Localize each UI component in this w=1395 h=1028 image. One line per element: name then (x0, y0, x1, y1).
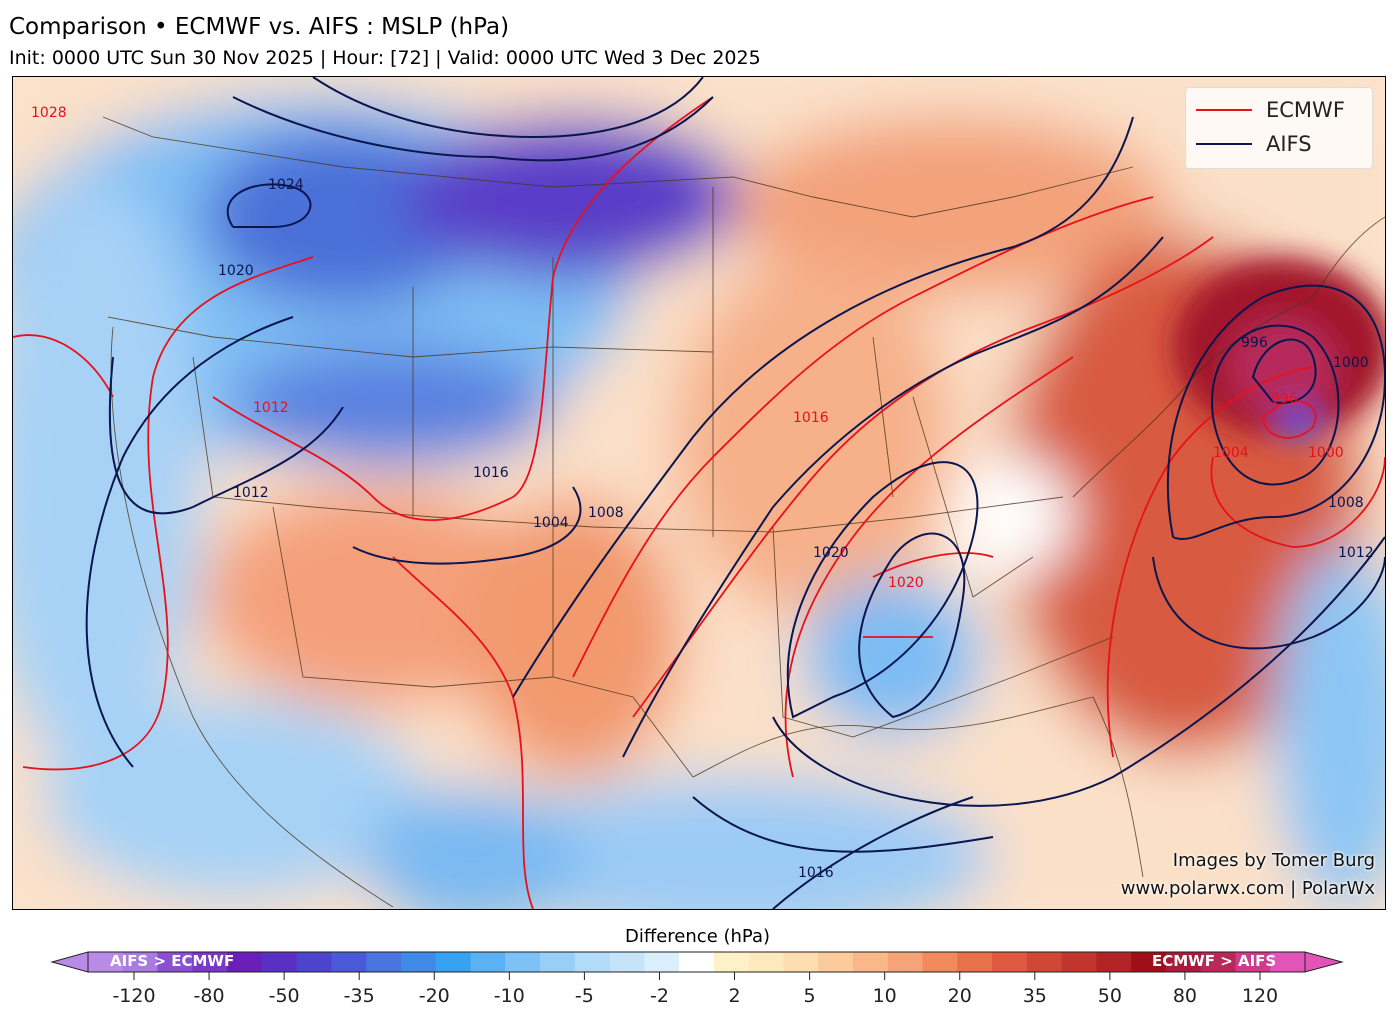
svg-text:1016: 1016 (798, 865, 834, 881)
colorbar-bin (574, 952, 611, 972)
colorbar-tick-label: -5 (574, 985, 594, 1007)
colorbar-bin (783, 952, 819, 972)
difference-field: 1024 1020 1012 1016 1008 1004 1000 996 1… (13, 77, 1385, 909)
colorbar (50, 951, 1344, 980)
colorbar-tick-label: 120 (1241, 985, 1279, 1007)
aifs-line-swatch (1196, 143, 1252, 145)
boundaries (102, 116, 1385, 908)
svg-text:1008: 1008 (1328, 495, 1364, 511)
colorbar-bin (540, 952, 576, 972)
svg-text:996: 996 (1241, 335, 1268, 351)
colorbar-bin (644, 952, 680, 972)
colorbar-bin (122, 952, 159, 972)
colorbar-tick-label: 20 (947, 985, 972, 1007)
colorbar-bin (470, 952, 506, 972)
svg-text:1024: 1024 (268, 177, 304, 193)
svg-text:996: 996 (1271, 391, 1298, 407)
colorbar-bin (1235, 952, 1271, 972)
colorbar-bin (1061, 952, 1097, 972)
svg-text:1000: 1000 (1308, 445, 1344, 461)
colorbar-tick-label: -2 (649, 985, 669, 1007)
colorbar-tick-label: 10 (872, 985, 897, 1007)
svg-text:1000: 1000 (1333, 355, 1369, 371)
credit-website: www.polarwx.com | PolarWx (1120, 878, 1375, 899)
colorbar-bin (400, 952, 437, 972)
colorbar-extend-right (1304, 951, 1344, 973)
map-legend: ECMWF AIFS (1185, 87, 1373, 169)
colorbar-title: Difference (hPa) (624, 926, 771, 947)
svg-text:1008: 1008 (588, 505, 624, 521)
colorbar-bin (887, 952, 924, 972)
page-title: Comparison • ECMWF vs. AIFS : MSLP (hPa) (9, 14, 510, 40)
contour-labels: 1024 1020 1012 1016 1008 1004 1000 996 1… (31, 105, 1374, 881)
page-subtitle: Init: 0000 UTC Sun 30 Nov 2025 | Hour: [… (9, 47, 761, 69)
colorbar-bin (748, 952, 784, 972)
legend-label: AIFS (1266, 132, 1312, 156)
svg-text:1004: 1004 (1213, 445, 1249, 461)
colorbar-tick-label: -20 (418, 985, 450, 1007)
svg-text:1012: 1012 (253, 400, 289, 416)
ecmwf-line-swatch (1196, 109, 1252, 111)
colorbar-extend-left (50, 951, 89, 973)
colorbar-bin (192, 952, 228, 972)
colorbar-bin (922, 952, 958, 972)
svg-text:1016: 1016 (793, 410, 829, 426)
colorbar-bin (227, 952, 263, 972)
colorbar-right-label: ECMWF > AIFS (1152, 952, 1277, 970)
colorbar-tick-label: -50 (268, 985, 300, 1007)
colorbar-tick-label: -10 (493, 985, 525, 1007)
legend-label: ECMWF (1266, 98, 1345, 122)
colorbar-bin (331, 952, 367, 972)
colorbar-tick-label: 2 (728, 985, 741, 1007)
colorbar-bin (261, 952, 298, 972)
colorbar-tick-label: 5 (803, 985, 816, 1007)
svg-text:1020: 1020 (888, 575, 924, 591)
colorbar-bin (1270, 952, 1306, 972)
shaded-difference (13, 77, 1385, 909)
colorbar-bin (957, 952, 993, 972)
colorbar-bin (609, 952, 645, 972)
colorbar-bin (435, 952, 471, 972)
colorbar-tick-label: 50 (1097, 985, 1122, 1007)
colorbar-bin (1096, 952, 1132, 972)
colorbar-bin (157, 952, 193, 972)
colorbar-bin (1200, 952, 1236, 972)
svg-text:1028: 1028 (31, 105, 67, 121)
colorbar-bin (818, 952, 854, 972)
colorbar-tick-label: -120 (112, 985, 156, 1007)
colorbar-bin (992, 952, 1028, 972)
colorbar-tick-label: 35 (1022, 985, 1047, 1007)
svg-text:1004: 1004 (533, 515, 569, 531)
svg-text:1016: 1016 (473, 465, 509, 481)
colorbar-bin (852, 952, 889, 972)
aifs-contours (85, 77, 1385, 909)
legend-item-aifs: AIFS (1196, 132, 1312, 156)
colorbar-bin (296, 952, 332, 972)
colorbar-left-label: AIFS > ECMWF (110, 952, 235, 970)
colorbar-tick-label: 80 (1172, 985, 1198, 1007)
colorbar-bin (679, 952, 715, 972)
svg-text:1020: 1020 (218, 263, 254, 279)
colorbar-tick-label: -80 (193, 985, 225, 1007)
colorbar-bin (505, 952, 541, 972)
colorbar-bin (366, 952, 402, 972)
legend-item-ecmwf: ECMWF (1196, 98, 1345, 122)
svg-text:1012: 1012 (233, 485, 269, 501)
colorbar-bin (1131, 952, 1167, 972)
colorbar-bin (88, 952, 124, 972)
colorbar-bin (1165, 952, 1202, 972)
colorbar-bin (713, 952, 750, 972)
colorbar-tick-label: -35 (343, 985, 375, 1007)
svg-text:1020: 1020 (813, 545, 849, 561)
map-panel: 1024 1020 1012 1016 1008 1004 1000 996 1… (12, 76, 1386, 910)
colorbar-bin (1026, 952, 1063, 972)
credit-author: Images by Tomer Burg (1172, 850, 1375, 871)
svg-text:1012: 1012 (1338, 545, 1374, 561)
